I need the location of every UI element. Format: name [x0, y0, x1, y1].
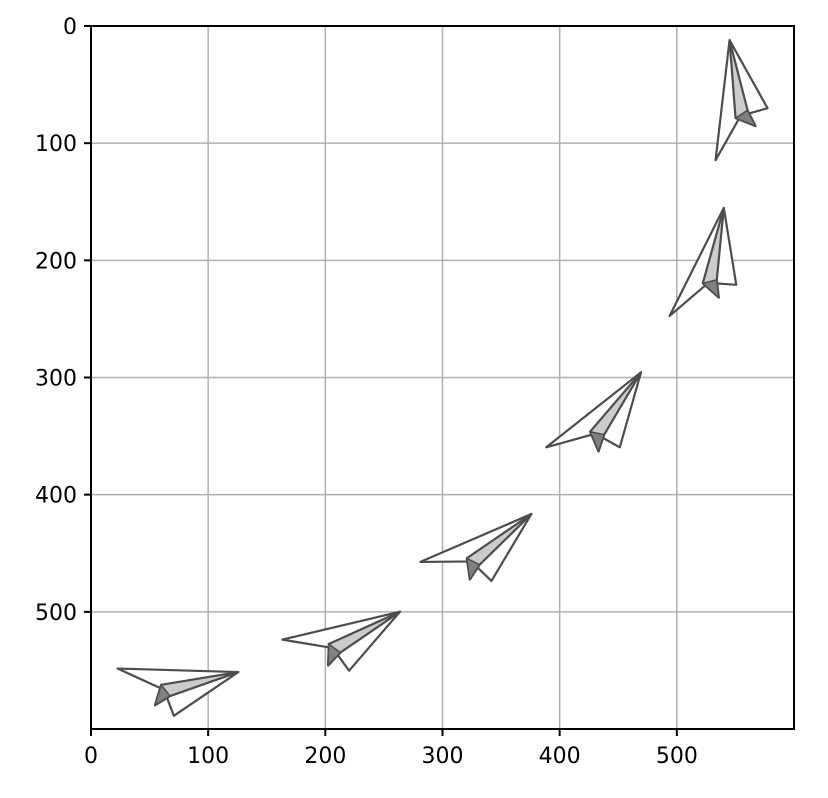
plane-markers: [116, 39, 769, 717]
paper-plane-icon: [668, 206, 738, 318]
paper-plane-icon: [116, 667, 240, 717]
grid-lines: [90, 25, 794, 729]
y-tick-label: 200: [35, 249, 77, 274]
plane-keel-shadow: [327, 643, 342, 667]
axis-ticks: 0 100 200 300 400 500 0 100 200 300 400 500: [35, 15, 698, 769]
plane-keel-shadow: [466, 557, 481, 581]
y-tick-label: 500: [35, 601, 77, 626]
x-tick-label: 400: [539, 744, 581, 769]
y-tick-label: 400: [35, 484, 77, 509]
plane-keel-shadow: [702, 279, 720, 299]
paper-plane-icon: [281, 610, 402, 672]
x-tick-label: 500: [656, 744, 698, 769]
plane-keel-shadow: [734, 109, 757, 127]
paper-plane-icon: [714, 39, 769, 162]
plane-keel-shadow: [589, 430, 605, 453]
x-tick-label: 0: [84, 744, 98, 769]
y-tick-label: 0: [63, 15, 77, 40]
paper-plane-icon: [419, 512, 533, 583]
y-tick-label: 100: [35, 132, 77, 157]
y-tick-label: 300: [35, 367, 77, 392]
paper-plane-icon: [545, 371, 643, 453]
x-tick-label: 200: [304, 744, 346, 769]
x-tick-label: 300: [422, 744, 464, 769]
x-tick-label: 100: [187, 744, 229, 769]
plane-keel-shadow: [154, 684, 171, 707]
plane-wing-left: [419, 512, 533, 564]
